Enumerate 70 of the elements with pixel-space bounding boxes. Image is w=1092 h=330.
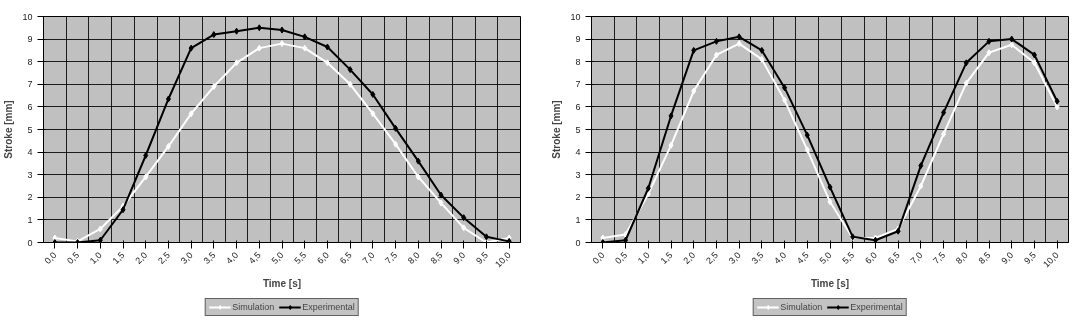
- y-tick-label: 4: [575, 147, 581, 158]
- x-tick-label: 3,5: [749, 249, 766, 266]
- x-tick-label: 8,0: [953, 249, 970, 266]
- x-tick-label: 8,0: [405, 249, 422, 266]
- x-tick-label: 2,0: [133, 249, 150, 266]
- x-tick-label: 0,0: [590, 249, 607, 266]
- x-tick-label: 0,5: [613, 249, 630, 266]
- y-tick-label: 7: [575, 79, 581, 90]
- y-tick-label: 2: [575, 192, 581, 203]
- legend-label: Experimental: [850, 302, 903, 312]
- y-tick-label: 1: [575, 214, 581, 225]
- y-axis-title: Stroke [mm]: [3, 100, 15, 159]
- x-tick-label: 4,0: [772, 249, 789, 266]
- x-tick-label: 8,5: [428, 249, 445, 266]
- y-tick-label: 7: [27, 79, 33, 90]
- x-tick-label: 7,5: [383, 249, 400, 266]
- x-tick-label: 9,5: [1022, 249, 1038, 266]
- x-tick-label: 6,0: [315, 249, 331, 266]
- x-tick-label: 2,5: [704, 249, 720, 266]
- x-tick-label: 2,0: [681, 249, 698, 266]
- x-tick-label: 4,0: [224, 249, 241, 266]
- y-tick-label: 0: [575, 237, 581, 248]
- x-tick-label: 5,5: [292, 249, 309, 266]
- y-tick-label: 4: [27, 147, 33, 158]
- x-tick-label: 9,5: [474, 249, 490, 266]
- x-tick-label: 6,5: [885, 249, 902, 266]
- x-tick-label: 3,5: [201, 249, 218, 266]
- y-tick-label: 6: [575, 101, 581, 112]
- x-tick-label: 7,0: [360, 249, 377, 266]
- y-tick-label: 5: [27, 124, 33, 135]
- y-tick-label: 5: [575, 124, 581, 135]
- x-tick-label: 1,5: [110, 249, 127, 266]
- y-tick-label: 10: [22, 11, 33, 22]
- x-tick-label: 5,0: [817, 249, 834, 266]
- x-tick-label: 3,0: [178, 249, 195, 266]
- x-tick-label: 5,0: [269, 249, 286, 266]
- y-tick-label: 3: [27, 169, 33, 180]
- y-tick-label: 6: [27, 101, 33, 112]
- y-tick-label: 1: [27, 214, 33, 225]
- y-axis-title: Stroke [mm]: [551, 100, 563, 159]
- y-tick-label: 9: [27, 34, 33, 45]
- x-tick-label: 6,5: [337, 249, 354, 266]
- x-tick-label: 9,0: [451, 249, 468, 266]
- x-tick-label: 5,5: [840, 249, 857, 266]
- x-tick-label: 4,5: [794, 249, 811, 266]
- x-tick-label: 8,5: [976, 249, 993, 266]
- legend-label: Experimental: [302, 302, 355, 312]
- x-tick-label: 6,0: [863, 249, 879, 266]
- x-tick-label: 0,0: [42, 249, 59, 266]
- x-tick-label: 0,5: [65, 249, 82, 266]
- y-tick-label: 9: [575, 34, 581, 45]
- x-tick-label: 4,5: [246, 249, 263, 266]
- y-tick-label: 8: [27, 56, 33, 67]
- x-tick-label: 1,0: [635, 249, 652, 266]
- y-tick-label: 0: [27, 237, 33, 248]
- y-tick-label: 3: [575, 169, 581, 180]
- legend-label: Simulation: [780, 302, 823, 312]
- x-tick-label: 1,5: [658, 249, 675, 266]
- x-tick-label: 3,0: [726, 249, 743, 266]
- x-axis-title: Time [s]: [810, 278, 850, 290]
- legend-label: Simulation: [232, 302, 275, 312]
- y-tick-label: 2: [27, 192, 33, 203]
- x-tick-label: 7,5: [931, 249, 948, 266]
- x-tick-label: 9,0: [999, 249, 1016, 266]
- x-tick-label: 1,0: [87, 249, 104, 266]
- x-tick-label: 2,5: [156, 249, 172, 266]
- x-axis-title: Time [s]: [262, 278, 302, 290]
- x-tick-label: 7,0: [908, 249, 925, 266]
- y-tick-label: 8: [575, 56, 581, 67]
- y-tick-label: 10: [570, 11, 581, 22]
